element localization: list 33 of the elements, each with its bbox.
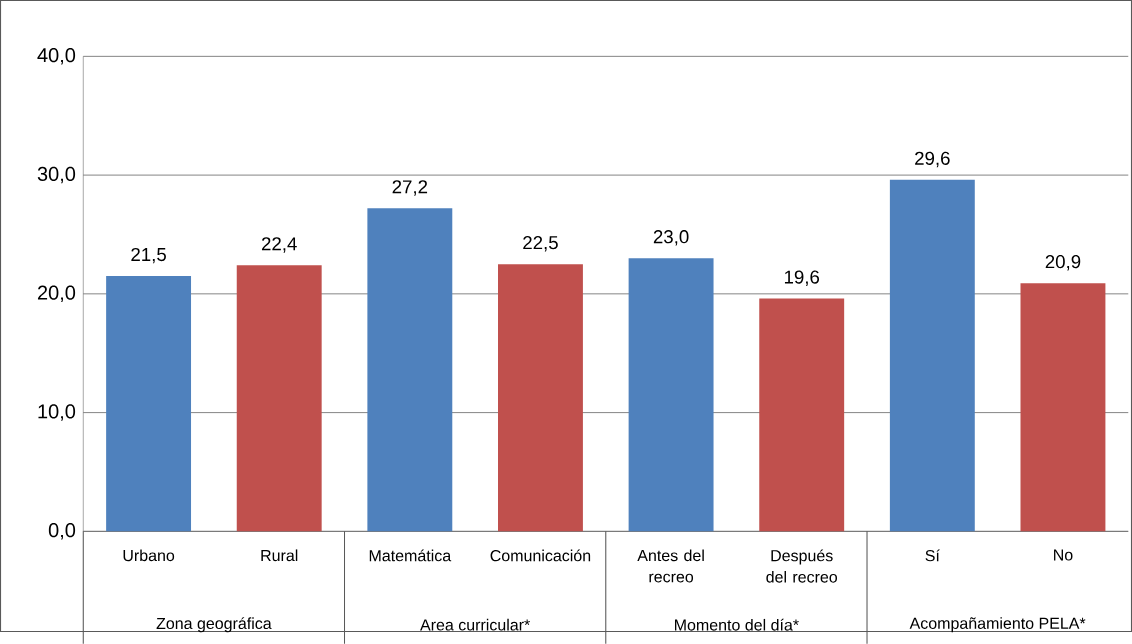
bar — [106, 275, 192, 532]
text: Momento del día* — [675, 618, 799, 631]
x-tick-label: Antes del recreo — [637, 549, 704, 583]
bar — [498, 264, 583, 532]
x-tick-label: Rural — [261, 549, 298, 562]
data-label: 27,2 — [392, 180, 428, 196]
y-tick-label: 40,0 — [37, 47, 76, 65]
data-label: 23,0 — [653, 229, 689, 246]
data-label: 22,4 — [261, 237, 297, 253]
y-tick-label: 20,0 — [37, 285, 76, 302]
data-label: 22,5 — [523, 235, 558, 252]
x-tick-label: Urbano — [123, 549, 175, 562]
bar — [628, 258, 714, 532]
text: Acompañamiento PELA* — [909, 617, 1086, 633]
y-tick-label: 30,0 — [37, 166, 76, 184]
y-tick-label: 0,0 — [48, 522, 76, 540]
x-tick-label: Sí — [925, 549, 940, 562]
data-label: 19,6 — [784, 270, 820, 286]
text: Area curricular* — [420, 618, 530, 631]
bar — [1020, 283, 1106, 532]
data-label: 21,5 — [131, 247, 166, 264]
bar — [236, 265, 322, 532]
x-tick-label: No — [1054, 549, 1073, 561]
bar — [759, 298, 845, 532]
data-label: 20,9 — [1045, 254, 1081, 271]
bar — [889, 179, 975, 532]
data-label: 29,6 — [915, 151, 950, 168]
bar — [367, 208, 453, 532]
x-tick-label: Después del recreo — [766, 549, 838, 583]
x-tick-label: Comunicación — [490, 549, 591, 562]
y-tick-label: 10,0 — [38, 404, 76, 421]
text: Zona geográfica — [156, 617, 272, 633]
x-tick-label: Matemática — [369, 549, 452, 562]
